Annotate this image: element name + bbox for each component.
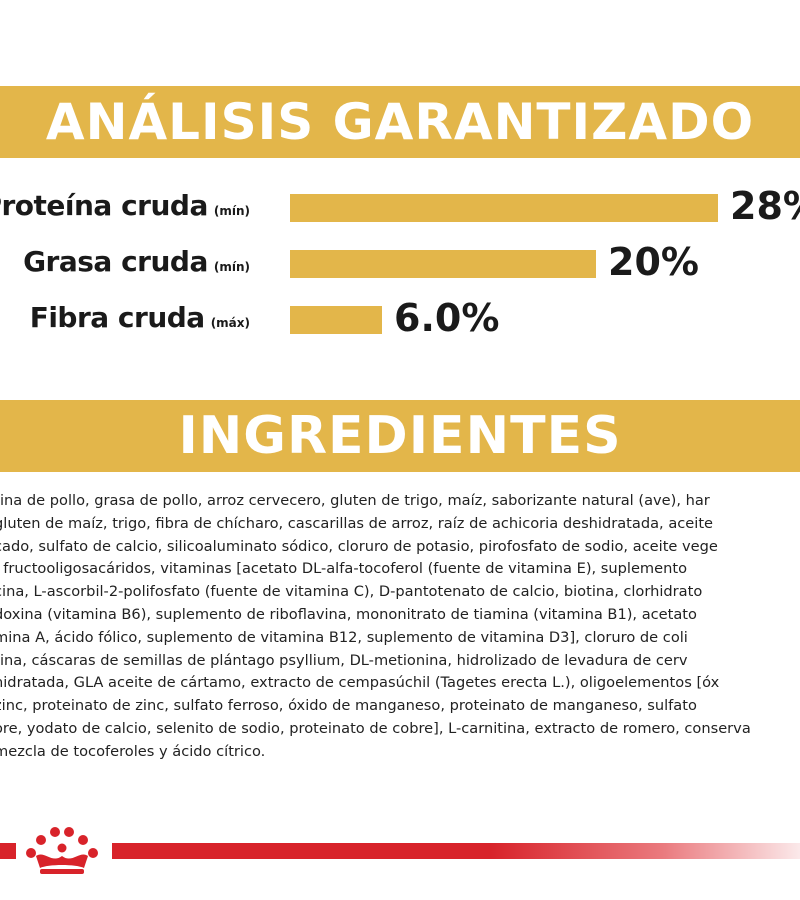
ingredients-line: rina, cáscaras de semillas de plántago p… xyxy=(0,651,688,669)
analysis-bar xyxy=(290,306,382,334)
analysis-value: 28% xyxy=(730,184,800,228)
analysis-row-fat: Grasa cruda (mín) 20% xyxy=(0,240,800,285)
ingredients-line: mina A, ácido fólico, suplemento de vita… xyxy=(0,628,688,646)
analysis-value: 6.0% xyxy=(394,296,500,340)
ingredients-line: rina de pollo, grasa de pollo, arroz cer… xyxy=(0,492,710,509)
ingredients-line: doxina (vitamina B6), suplemento de ribo… xyxy=(0,605,697,623)
analysis-value: 20% xyxy=(608,240,699,284)
analysis-bar xyxy=(290,194,718,222)
brand-stripe-left xyxy=(0,843,16,859)
ingredients-title: INGREDIENTES xyxy=(0,400,800,472)
ingredients-line: ore, yodato de calcio, selenito de sodio… xyxy=(0,719,751,737)
crown-icon xyxy=(26,827,98,874)
ingredients-line: cado, sulfato de calcio, silicoaluminato… xyxy=(0,537,718,555)
analysis-label: Grasa cruda (mín) xyxy=(23,244,250,285)
nutrient-qualifier: (mín) xyxy=(213,260,250,274)
ingredients-line: zinc, proteinato de zinc, sulfato ferros… xyxy=(0,697,697,715)
nutrient-qualifier: (máx) xyxy=(210,316,250,330)
analysis-label: Fibra cruda (máx) xyxy=(30,300,250,341)
analysis-row-fiber: Fibra cruda (máx) 6.0% xyxy=(0,296,800,341)
nutrient-name: Fibra cruda xyxy=(29,301,206,334)
nutrient-qualifier: (mín) xyxy=(213,204,250,218)
ingredients-line: mezcla de tocoferoles y ácido cítrico. xyxy=(0,742,266,760)
ingredients-line: hidratada, GLA aceite de cártamo, extrac… xyxy=(0,674,720,692)
analysis-bar xyxy=(290,250,596,278)
analysis-row-protein: Proteína cruda (mín) 28% xyxy=(0,184,800,229)
ingredients-line: , fructooligosacáridos, vitaminas [aceta… xyxy=(0,560,688,578)
ingredients-line: gluten de maíz, trigo, fibra de chícharo… xyxy=(0,514,714,532)
analysis-label: Proteína cruda (mín) xyxy=(0,188,250,229)
nutrient-name: Grasa cruda xyxy=(23,245,208,278)
ingredients-text: rina de pollo, grasa de pollo, arroz cer… xyxy=(0,490,800,764)
analysis-title: ANÁLISIS GARANTIZADO xyxy=(0,86,800,158)
ingredients-line: cina, L-ascorbil-2-polifosfato (fuente d… xyxy=(0,583,703,601)
nutrient-name: Proteína cruda xyxy=(0,189,208,222)
brand-stripe xyxy=(112,843,800,859)
